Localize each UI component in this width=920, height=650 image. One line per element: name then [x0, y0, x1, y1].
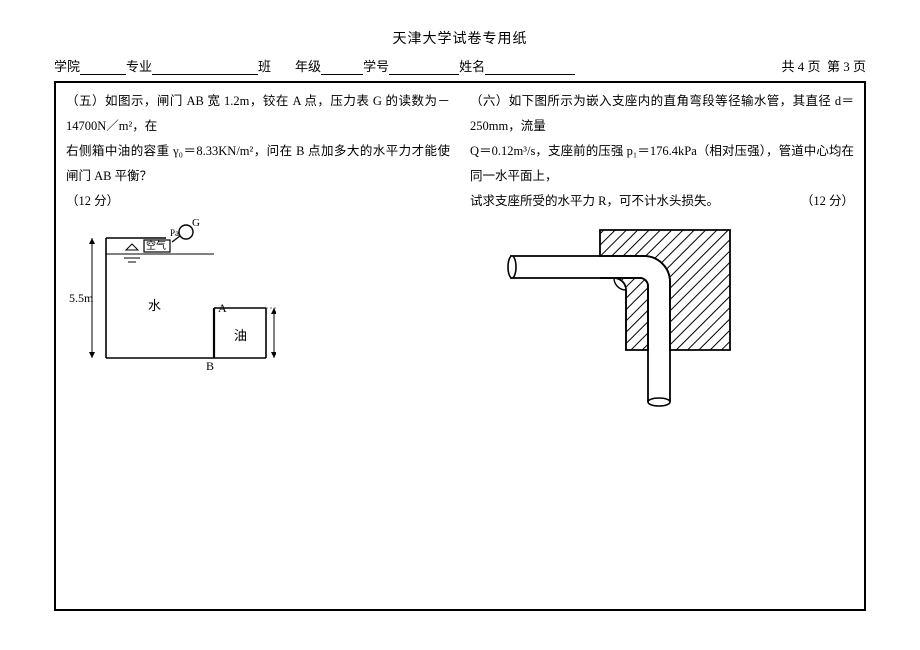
q5-dim-55m: 5.5m: [69, 291, 94, 305]
label-nianji: 年级: [295, 56, 321, 75]
label-xingming: 姓名: [459, 56, 485, 75]
label-ban: 班: [258, 56, 271, 75]
q5-figure: 5.5m 2m 水 油 A B G 空气 Pa: [66, 218, 276, 378]
q5-line3: （12 分）: [66, 189, 450, 214]
q5-Pa: Pa: [170, 228, 179, 238]
label-zhuanye: 专业: [126, 56, 152, 75]
blank-nianji: [321, 61, 363, 75]
q5-air: 空气: [146, 239, 166, 252]
q6-line2: Q＝0.12m³/s，支座前的压强 p₁＝176.4kPa（相对压强），管道中心…: [470, 139, 854, 189]
content-frame: （五）如图示，闸门 AB 宽 1.2m，铰在 A 点，压力表 G 的读数为－14…: [54, 81, 866, 611]
q6-line3: 试求支座所受的水平力 R，可不计水头损失。（12 分）: [470, 189, 854, 214]
q5-B: B: [206, 359, 214, 373]
blank-xueyuan: [80, 61, 126, 75]
question-5: （五）如图示，闸门 AB 宽 1.2m，铰在 A 点，压力表 G 的读数为－14…: [56, 83, 460, 609]
q5-A: A: [218, 301, 227, 315]
q6-line1: （六）如下图所示为嵌入支座内的直角弯段等径输水管，其直径 d＝250mm，流量: [470, 89, 854, 139]
question-6: （六）如下图所示为嵌入支座内的直角弯段等径输水管，其直径 d＝250mm，流量 …: [460, 83, 864, 609]
label-xueyuan: 学院: [54, 56, 80, 75]
q5-line1: （五）如图示，闸门 AB 宽 1.2m，铰在 A 点，压力表 G 的读数为－14…: [66, 89, 450, 139]
q6-figure: [500, 220, 760, 410]
blank-xuehao: [389, 61, 459, 75]
label-xuehao: 学号: [363, 56, 389, 75]
blank-xingming: [485, 61, 575, 75]
page-number: 共 4 页 第 3 页: [781, 56, 866, 75]
page-title: 天津大学试卷专用纸: [54, 28, 866, 48]
q5-oil: 油: [234, 328, 247, 343]
header-row: 学院 专业 班 年级 学号 姓名 共 4 页 第 3 页: [54, 56, 866, 75]
blank-zhuanye: [152, 61, 258, 75]
q5-line2: 右侧箱中油的容重 γ₀＝8.33KN/m²，问在 B 点加多大的水平力才能使闸门…: [66, 139, 450, 189]
q5-water: 水: [148, 298, 161, 313]
q5-G: G: [192, 218, 200, 229]
